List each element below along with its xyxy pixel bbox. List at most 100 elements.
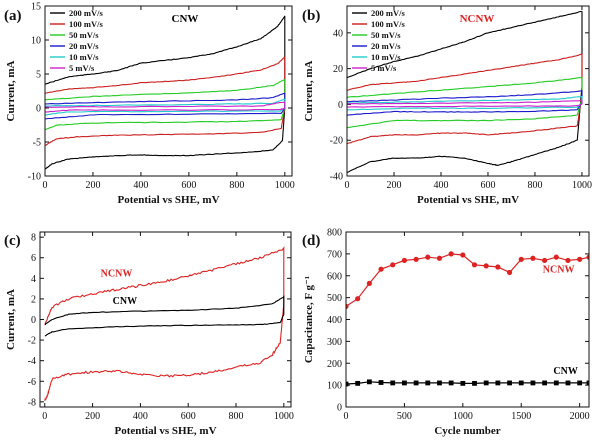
plot-frame-d (345, 231, 590, 408)
legend-label-a-2: 50 mV/s (69, 30, 99, 40)
y-tick-label-d-3: 300 (327, 337, 342, 348)
data-point-d-0-12 (483, 263, 489, 269)
y-tick-label-d-6: 600 (327, 271, 342, 282)
legend-label-b-0: 200 mV/s (371, 8, 405, 18)
cv-curve-b-5 (347, 99, 583, 108)
panel-label-d: (d) (302, 233, 320, 249)
data-point-d-0-1 (355, 296, 361, 302)
data-point-d-0-20 (577, 256, 583, 262)
panel-d: (d) 0 500 1000 1500 2000 0 100 200 300 400 500 600 70… (302, 228, 590, 438)
data-point-d-0-8 (436, 255, 443, 261)
x-tick-label-c-3: 600 (181, 411, 196, 422)
cv-curve-b-4 (347, 95, 583, 111)
y-tick-label-c-5: 2 (31, 294, 36, 305)
cv-curve-c-1 (44, 295, 285, 337)
x-tick-label-c-0: 0 (42, 411, 47, 422)
y-tick-label-d-1: 100 (327, 381, 342, 392)
data-point-d-1-1 (355, 380, 361, 386)
plot-data-a (45, 15, 286, 170)
data-point-d-1-8 (437, 380, 442, 386)
cv-curve-a-4 (45, 98, 286, 116)
data-point-d-0-17 (542, 257, 548, 264)
x-axis-title-a: Potential vs SHE, mV (117, 194, 219, 206)
y-tick-label-c-6: 4 (31, 274, 36, 285)
data-point-d-1-15 (518, 380, 524, 386)
x-axis-title-b: Potential vs SHE, mV (417, 194, 519, 206)
y-tick-label-d-8: 800 (327, 228, 342, 239)
data-point-d-0-4 (390, 262, 396, 268)
annotation-c-1: CNW (113, 296, 137, 307)
legend-label-a-1: 100 mV/s (69, 19, 103, 29)
data-point-d-1-13 (495, 380, 501, 386)
panel-label-b: (b) (302, 8, 320, 24)
x-tick-label-d-3: 1500 (511, 411, 531, 422)
data-point-d-1-7 (425, 380, 431, 386)
y-tick-label-c-7: 6 (31, 253, 36, 264)
data-point-d-1-9 (448, 380, 454, 386)
annotation-d-1: CNW (553, 366, 577, 377)
panel-title-b: NCNW (460, 13, 495, 25)
cv-curve-a-5 (45, 101, 286, 113)
x-tick-label-a-2: 400 (133, 180, 148, 191)
y-tick-label-c-8: 8 (31, 233, 36, 244)
legend-label-b-5: 5 mV/s (371, 63, 397, 73)
cv-curve-a-3 (45, 92, 286, 120)
y-tick-label-a-1: -5 (33, 138, 41, 149)
x-tick-label-b-0: 0 (345, 180, 350, 191)
data-point-d-0-3 (378, 266, 384, 272)
data-point-d-0-18 (553, 254, 559, 260)
data-point-d-0-9 (448, 251, 454, 257)
data-point-d-1-12 (483, 380, 489, 386)
y-tick-label-a-3: 5 (36, 70, 41, 81)
panel-label-c: (c) (4, 233, 21, 249)
x-axis-title-c: Potential vs SHE, mV (114, 425, 216, 437)
panel-a: (a) 0 200 400 600 800 1000 -10 -5 0 5 10 15 Potential… (4, 2, 295, 207)
y-tick-label-c-1: -6 (28, 377, 36, 388)
data-point-d-1-18 (553, 380, 559, 386)
data-point-d-0-16 (530, 255, 536, 261)
x-tick-label-a-1: 200 (85, 180, 100, 191)
x-tick-label-a-4: 800 (229, 180, 244, 191)
x-tick-label-b-5: 1000 (572, 180, 592, 191)
y-tick-label-d-2: 200 (327, 359, 342, 370)
panel-title-a: CNW (172, 13, 199, 25)
x-tick-label-d-2: 1000 (453, 411, 473, 422)
legend-label-a-3: 20 mV/s (69, 41, 99, 51)
data-point-d-1-11 (472, 380, 477, 386)
x-tick-label-b-4: 800 (527, 180, 542, 191)
y-tick-label-d-5: 500 (327, 293, 342, 304)
cv-curve-a-1 (45, 56, 286, 146)
y-tick-label-a-0: -10 (28, 172, 41, 183)
y-axis-title-b: Current, mA (303, 60, 315, 121)
cv-curve-c-0 (44, 246, 285, 402)
legend-label-b-4: 10 mV/s (371, 52, 401, 62)
data-point-d-1-21 (586, 380, 589, 386)
legend-label-b-1: 100 mV/s (371, 19, 405, 29)
x-tick-label-d-4: 2000 (570, 411, 590, 422)
y-axis-title-a: Current, mA (5, 60, 17, 121)
panel-label-a: (a) (4, 8, 22, 24)
data-point-d-0-6 (413, 256, 419, 262)
legend-label-b-3: 20 mV/s (371, 41, 401, 51)
x-tick-label-c-4: 800 (229, 411, 244, 422)
y-tick-label-d-4: 400 (327, 315, 342, 326)
y-tick-label-a-5: 15 (31, 2, 41, 13)
data-point-d-0-14 (506, 269, 513, 276)
plot-data-d (346, 251, 589, 387)
y-axis-title-d: Capacitance, F g⁻¹ (303, 276, 315, 363)
y-tick-label-c-4: 0 (31, 315, 36, 326)
x-tick-label-d-1: 500 (397, 411, 412, 422)
y-tick-label-b-1: -20 (330, 136, 343, 147)
legend-label-a-4: 10 mV/s (69, 52, 99, 62)
data-point-d-0-10 (460, 252, 466, 258)
plot-frame-b (346, 5, 590, 177)
y-tick-label-a-2: 0 (36, 104, 41, 115)
plot-frame-a (44, 5, 293, 177)
data-point-d-0-21 (586, 254, 589, 260)
x-tick-label-b-2: 400 (433, 180, 448, 191)
x-tick-label-b-1: 200 (386, 180, 401, 191)
y-tick-label-b-3: 20 (333, 64, 343, 75)
y-tick-label-c-2: -4 (28, 356, 36, 367)
y-axis-title-c: Current, mA (5, 289, 17, 350)
data-point-d-1-6 (413, 380, 419, 386)
